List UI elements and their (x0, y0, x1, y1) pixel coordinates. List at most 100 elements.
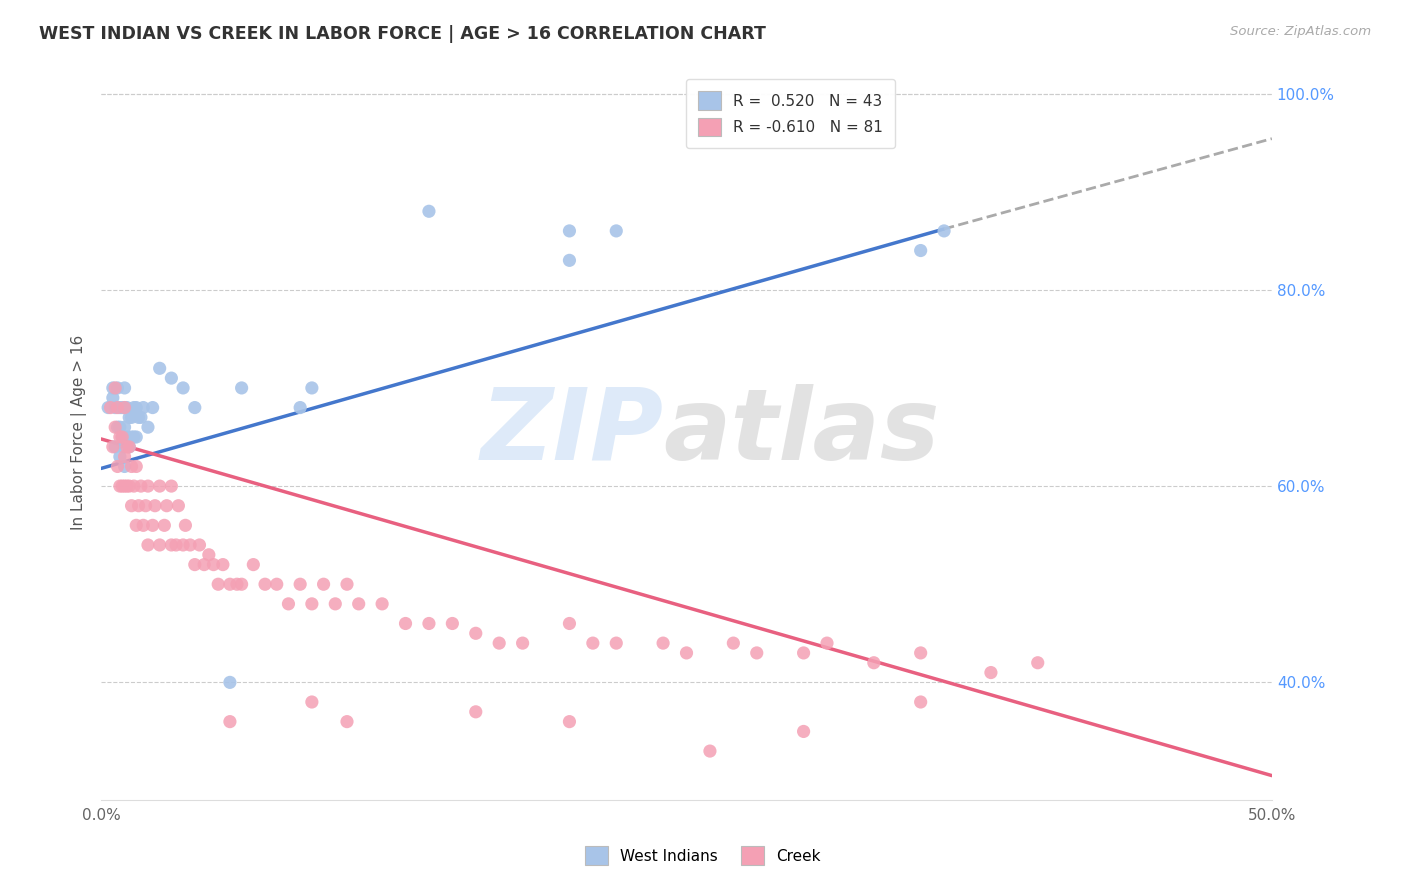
Point (793, 724, 815, 739)
Point (231, 577, 253, 591)
Text: atlas: atlas (664, 384, 939, 481)
Legend: R =  0.520   N = 43, R = -0.610   N = 81: R = 0.520 N = 43, R = -0.610 N = 81 (686, 79, 896, 148)
Point (980, 665, 1002, 680)
Text: Source: ZipAtlas.com: Source: ZipAtlas.com (1230, 25, 1371, 38)
Point (219, 577, 242, 591)
Point (100, 401, 122, 415)
Point (418, 204, 440, 219)
Point (107, 381, 129, 395)
Point (104, 420, 127, 434)
Point (101, 440, 124, 454)
Point (605, 636, 627, 650)
Point (153, 518, 176, 533)
Point (212, 558, 235, 572)
Point (107, 459, 129, 474)
Point (336, 577, 359, 591)
Point (160, 538, 183, 552)
Point (288, 401, 311, 415)
Point (129, 410, 152, 425)
Point (149, 361, 172, 376)
Point (104, 401, 127, 415)
Point (277, 597, 299, 611)
Point (111, 430, 134, 444)
Point (699, 744, 721, 758)
Legend: West Indians, Creek: West Indians, Creek (579, 840, 827, 871)
Point (114, 381, 136, 395)
Point (793, 646, 815, 660)
Point (558, 616, 581, 631)
Point (149, 538, 172, 552)
Point (122, 430, 145, 444)
Point (108, 479, 131, 493)
Point (115, 440, 138, 454)
Point (301, 381, 323, 395)
Point (193, 558, 215, 572)
Point (226, 577, 249, 591)
Point (129, 479, 152, 493)
Point (512, 636, 534, 650)
Point (156, 499, 179, 513)
Point (184, 558, 207, 572)
Point (488, 636, 510, 650)
Point (219, 675, 242, 690)
Point (207, 577, 229, 591)
Point (136, 420, 159, 434)
Point (107, 401, 129, 415)
Point (652, 636, 675, 650)
Point (202, 558, 225, 572)
Point (136, 479, 159, 493)
Point (121, 459, 143, 474)
Point (118, 479, 141, 493)
Point (114, 450, 136, 464)
Point (266, 577, 288, 591)
Point (121, 430, 143, 444)
Point (97, 401, 120, 415)
Point (108, 401, 131, 415)
Point (301, 597, 323, 611)
Point (558, 253, 581, 268)
Point (142, 518, 165, 533)
Point (121, 499, 143, 513)
Point (301, 695, 323, 709)
Point (136, 538, 159, 552)
Point (114, 401, 136, 415)
Point (323, 597, 346, 611)
Point (101, 391, 124, 405)
Point (172, 381, 194, 395)
Point (104, 440, 127, 454)
Point (142, 401, 165, 415)
Point (121, 410, 143, 425)
Point (288, 577, 311, 591)
Point (231, 381, 253, 395)
Point (394, 616, 416, 631)
Point (464, 626, 486, 640)
Point (128, 410, 150, 425)
Point (122, 479, 145, 493)
Point (108, 420, 131, 434)
Point (910, 695, 932, 709)
Point (188, 538, 211, 552)
Point (815, 636, 838, 650)
Point (101, 381, 124, 395)
Point (745, 646, 768, 660)
Point (198, 548, 221, 562)
Point (108, 430, 131, 444)
Point (160, 371, 183, 385)
Point (149, 479, 172, 493)
Point (111, 430, 134, 444)
Point (132, 518, 155, 533)
Point (418, 616, 440, 631)
Point (910, 244, 932, 258)
Point (114, 479, 136, 493)
Point (174, 518, 197, 533)
Point (1026, 656, 1049, 670)
Point (558, 224, 581, 238)
Point (723, 636, 745, 650)
Text: WEST INDIAN VS CREEK IN LABOR FORCE | AGE > 16 CORRELATION CHART: WEST INDIAN VS CREEK IN LABOR FORCE | AG… (39, 25, 766, 43)
Point (132, 401, 155, 415)
Point (219, 714, 242, 729)
Point (441, 616, 464, 631)
Point (125, 401, 148, 415)
Point (312, 577, 335, 591)
Point (118, 440, 141, 454)
